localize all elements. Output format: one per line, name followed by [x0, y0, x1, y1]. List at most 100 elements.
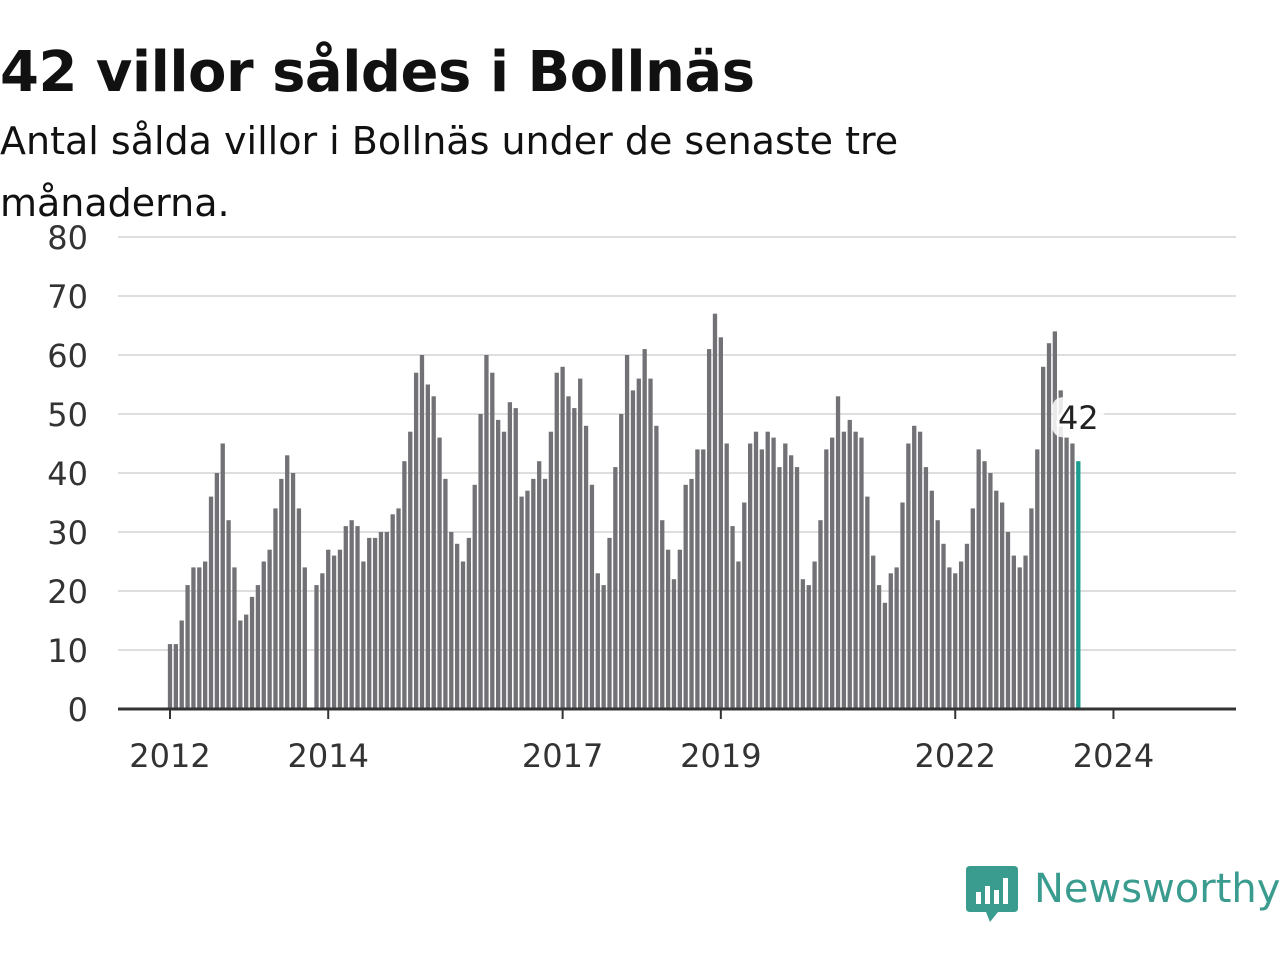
bar: [1023, 555, 1028, 709]
bar: [513, 408, 518, 709]
bar: [191, 567, 196, 709]
bar: [683, 484, 688, 709]
x-tick-label: 2014: [288, 737, 369, 775]
bar: [642, 349, 647, 709]
page-title: 42 villor såldes i Bollnäs: [0, 40, 755, 105]
y-tick-label: 40: [47, 455, 88, 493]
bar: [613, 467, 618, 709]
bar: [1035, 449, 1040, 709]
x-tick-label: 2012: [129, 737, 210, 775]
bar: [560, 366, 565, 709]
bar: [220, 443, 225, 709]
bar: [302, 567, 307, 709]
bar: [454, 543, 460, 709]
bar-highlight: [1076, 461, 1081, 709]
bar: [783, 443, 788, 709]
bar: [759, 449, 765, 709]
bar: [519, 496, 524, 709]
bar: [197, 567, 202, 709]
bar: [753, 431, 759, 709]
bar: [595, 573, 600, 709]
bar: [999, 502, 1005, 709]
x-tick-label: 2024: [1073, 737, 1154, 775]
bar: [835, 396, 841, 709]
bar: [402, 461, 407, 709]
y-axis-labels: 0 10 20 30 40 50 60 70 80: [47, 219, 88, 729]
bar: [865, 496, 870, 709]
newsworthy-logo[interactable]: Newsworthy: [964, 864, 1280, 926]
bar: [583, 425, 589, 709]
bar: [894, 567, 899, 709]
bar: [408, 431, 413, 709]
bar: [947, 567, 952, 709]
x-tick-label: 2022: [915, 737, 996, 775]
bar: [542, 478, 548, 709]
bar: [507, 402, 513, 709]
bar: [331, 555, 337, 709]
bar: [830, 437, 835, 709]
y-tick-label: 10: [47, 632, 88, 670]
bar: [789, 455, 794, 709]
bar: [185, 585, 190, 709]
bar: [203, 561, 208, 709]
bar: [425, 384, 430, 709]
bar: [976, 449, 981, 709]
bar: [343, 526, 348, 709]
bar: [742, 502, 747, 709]
bar: [238, 620, 243, 709]
bar: [706, 349, 712, 709]
brand-name: Newsworthy: [1034, 866, 1280, 912]
bar: [167, 644, 173, 709]
y-tick-label: 70: [47, 278, 88, 316]
bar: [179, 620, 184, 709]
bar: [724, 443, 729, 709]
bar: [1070, 443, 1075, 709]
bar: [431, 396, 436, 709]
bar: [572, 408, 577, 709]
bar: [261, 561, 266, 709]
bar: [419, 355, 425, 709]
bar: [917, 431, 923, 709]
bar: [964, 543, 970, 709]
bar: [771, 437, 776, 709]
newsworthy-logo-icon: [966, 866, 1018, 922]
bar: [953, 573, 958, 709]
bar: [876, 585, 882, 709]
bar: [929, 490, 934, 709]
bar: [1005, 532, 1011, 709]
bar: [630, 390, 636, 709]
bar: [478, 414, 483, 709]
bar: [525, 490, 530, 709]
bar: [273, 508, 278, 709]
bar: [255, 585, 261, 709]
bar: [244, 614, 249, 709]
bar: [314, 585, 319, 709]
bar: [320, 573, 325, 709]
bar: [607, 537, 612, 709]
bar: [449, 532, 454, 709]
bar: [1040, 366, 1046, 709]
bar: [413, 372, 419, 709]
bar: [677, 549, 682, 709]
bar: [800, 579, 806, 709]
bar: [208, 496, 214, 709]
bar: [859, 437, 864, 709]
page-subtitle: Antal sålda villor i Bollnäs under de se…: [0, 119, 899, 225]
bar: [296, 508, 302, 709]
bar: [648, 378, 653, 709]
bar: [384, 532, 389, 709]
y-tick-label: 30: [47, 514, 88, 552]
bar: [1029, 508, 1034, 709]
bar: [589, 484, 595, 709]
bar: [355, 526, 360, 709]
bar: [367, 537, 372, 709]
bar: [466, 537, 472, 709]
bar: [267, 549, 272, 709]
bar: [660, 520, 665, 709]
bar: [1017, 567, 1022, 709]
bar: [1058, 390, 1063, 709]
bar: [472, 484, 477, 709]
bar: [824, 449, 829, 709]
bar: [378, 532, 384, 709]
bar: [279, 478, 284, 709]
